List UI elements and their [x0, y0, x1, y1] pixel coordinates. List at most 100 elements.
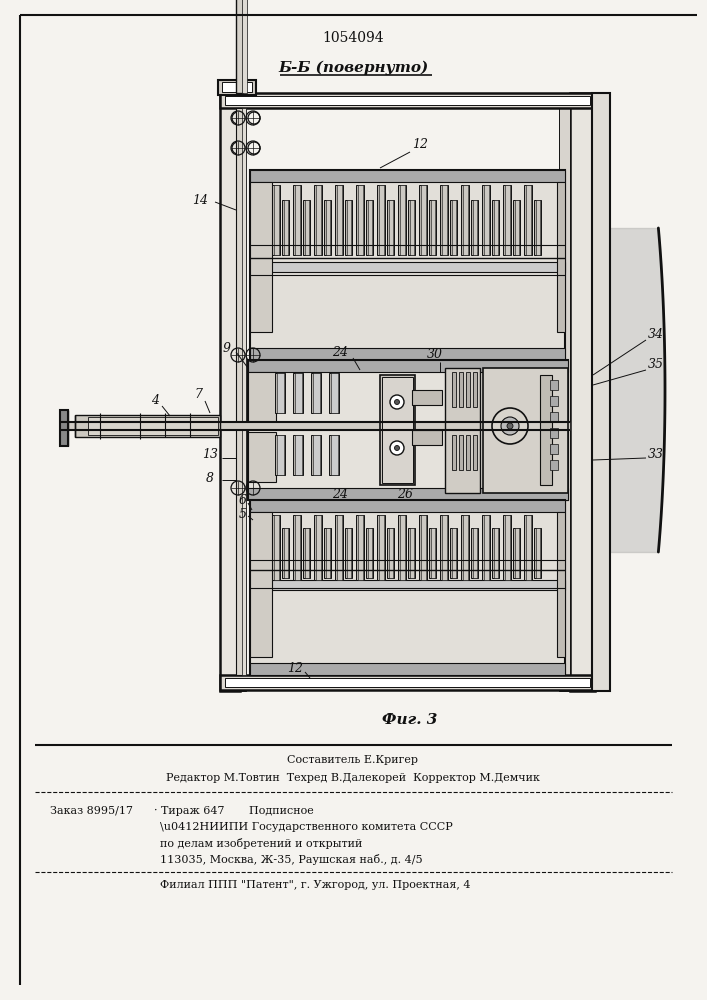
Bar — [440, 185, 448, 255]
Bar — [380, 375, 415, 485]
Bar — [452, 528, 456, 578]
Bar — [550, 412, 558, 422]
Bar — [505, 185, 510, 255]
Bar — [452, 372, 456, 407]
Bar — [222, 82, 252, 92]
Bar — [494, 200, 498, 255]
Text: 7: 7 — [194, 388, 202, 401]
Bar — [461, 185, 469, 255]
Bar — [471, 200, 478, 255]
Bar — [466, 435, 470, 470]
Bar — [503, 515, 511, 580]
Text: 8: 8 — [206, 472, 214, 485]
Bar — [408, 528, 415, 578]
Bar — [303, 200, 310, 255]
Bar — [88, 417, 218, 435]
Bar — [314, 515, 322, 580]
Bar — [515, 528, 519, 578]
Bar — [466, 372, 470, 407]
Bar — [492, 200, 499, 255]
Bar — [534, 200, 541, 255]
Bar — [484, 185, 489, 255]
Bar — [398, 515, 406, 580]
Bar — [382, 377, 413, 483]
Bar — [421, 185, 426, 255]
Bar — [408, 200, 415, 255]
Bar — [461, 515, 469, 580]
Text: 26: 26 — [397, 488, 413, 502]
Bar — [250, 512, 272, 657]
Bar — [277, 435, 284, 475]
Bar — [335, 185, 343, 255]
Bar — [482, 515, 490, 580]
Bar — [398, 185, 406, 255]
Bar — [220, 93, 595, 108]
Bar — [329, 435, 339, 475]
Bar — [225, 678, 590, 687]
Circle shape — [395, 446, 399, 450]
Bar — [366, 528, 373, 578]
Bar — [295, 515, 300, 580]
Bar — [250, 170, 565, 182]
Bar — [60, 410, 68, 446]
Bar — [389, 528, 393, 578]
Text: 1054094: 1054094 — [322, 31, 384, 45]
Bar — [421, 515, 426, 580]
Text: по делам изобретений и открытий: по делам изобретений и открытий — [160, 838, 363, 849]
Bar — [400, 515, 405, 580]
Bar — [358, 515, 363, 580]
Bar — [220, 675, 595, 690]
Bar — [379, 185, 384, 255]
Bar — [515, 200, 519, 255]
Bar — [284, 528, 288, 578]
Text: 30: 30 — [427, 349, 443, 361]
Bar — [431, 200, 435, 255]
Bar — [250, 500, 565, 675]
Bar — [248, 488, 568, 500]
Bar — [387, 200, 394, 255]
Circle shape — [492, 408, 528, 444]
Bar — [482, 185, 490, 255]
Bar — [337, 185, 342, 255]
Bar — [326, 200, 330, 255]
Bar — [250, 580, 565, 590]
Bar — [329, 373, 339, 413]
Bar — [75, 415, 220, 437]
Bar — [316, 515, 321, 580]
Text: Составитель Е.Кригер: Составитель Е.Кригер — [288, 755, 419, 765]
Bar — [505, 515, 510, 580]
Bar — [293, 185, 301, 255]
Bar — [429, 528, 436, 578]
Bar — [282, 200, 289, 255]
Bar — [419, 515, 427, 580]
Bar — [450, 200, 457, 255]
Bar — [534, 528, 541, 578]
Bar — [471, 528, 478, 578]
Bar — [236, 108, 243, 675]
Bar — [331, 435, 338, 475]
Bar — [248, 360, 568, 372]
Bar — [536, 200, 540, 255]
Bar — [242, 0, 247, 93]
Bar — [483, 368, 568, 493]
Bar — [463, 515, 468, 580]
Bar — [311, 435, 321, 475]
Bar — [526, 515, 531, 580]
Bar — [295, 185, 300, 255]
Bar — [272, 185, 280, 255]
Bar — [492, 528, 499, 578]
Bar — [550, 396, 558, 406]
Bar — [412, 430, 442, 445]
Bar — [303, 528, 310, 578]
Bar — [379, 515, 384, 580]
Bar — [366, 200, 373, 255]
Circle shape — [390, 395, 404, 409]
Bar — [459, 435, 463, 470]
Bar — [513, 200, 520, 255]
Bar — [412, 390, 442, 405]
Bar — [305, 528, 309, 578]
Bar — [419, 185, 427, 255]
Bar — [513, 528, 520, 578]
Bar — [324, 528, 331, 578]
Bar — [592, 93, 610, 691]
